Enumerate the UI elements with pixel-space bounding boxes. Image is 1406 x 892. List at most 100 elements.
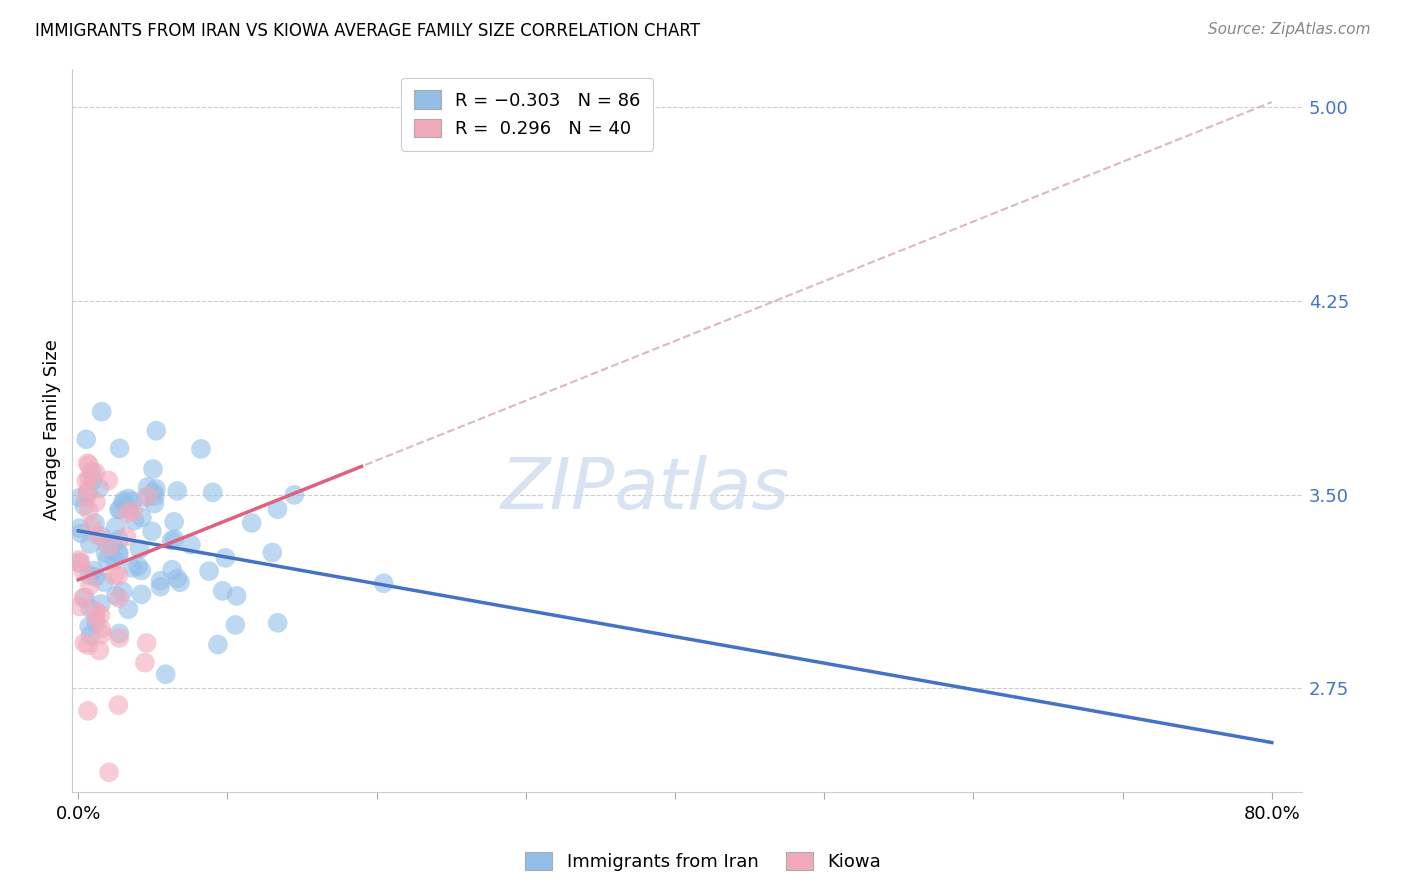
Point [121, 561, 143, 575]
Point [136, 480, 159, 494]
Point [108, 442, 131, 456]
Point [143, 496, 166, 510]
Point [128, 542, 150, 557]
Point [160, 563, 183, 577]
Point [214, 550, 236, 565]
Point [131, 587, 153, 601]
Point [373, 576, 395, 591]
Point [117, 506, 139, 520]
Point [262, 545, 284, 559]
Point [127, 559, 149, 574]
Text: ZIPatlas: ZIPatlas [501, 455, 790, 524]
Point [141, 524, 163, 539]
Point [225, 589, 247, 603]
Point [75, 474, 97, 488]
Point [104, 589, 127, 603]
Point [169, 575, 191, 590]
Point [73, 499, 96, 513]
Point [117, 491, 139, 506]
Point [211, 583, 233, 598]
Point [104, 553, 127, 567]
Point [72, 564, 94, 578]
Point [90, 622, 112, 636]
Point [180, 538, 202, 552]
Point [96, 537, 118, 551]
Point [69, 555, 91, 569]
Point [142, 462, 165, 476]
Point [80, 519, 103, 533]
Point [240, 516, 263, 530]
Point [166, 571, 188, 585]
Point [96, 552, 118, 566]
Point [69, 491, 91, 505]
Point [131, 510, 153, 524]
Point [134, 656, 156, 670]
Point [122, 504, 145, 518]
Point [163, 515, 186, 529]
Point [77, 503, 100, 517]
Point [266, 615, 288, 630]
Text: IMMIGRANTS FROM IRAN VS KIOWA AVERAGE FAMILY SIZE CORRELATION CHART: IMMIGRANTS FROM IRAN VS KIOWA AVERAGE FA… [35, 22, 700, 40]
Legend: Immigrants from Iran, Kiowa: Immigrants from Iran, Kiowa [517, 845, 889, 879]
Point [163, 532, 186, 546]
Point [131, 564, 153, 578]
Point [107, 533, 129, 547]
Point [283, 488, 305, 502]
Point [76, 483, 98, 498]
Point [90, 627, 112, 641]
Point [82, 564, 104, 578]
Point [97, 474, 120, 488]
Point [135, 636, 157, 650]
Point [79, 579, 101, 593]
Point [117, 602, 139, 616]
Point [160, 533, 183, 548]
Point [108, 626, 131, 640]
Point [69, 556, 91, 570]
Point [155, 667, 177, 681]
Point [84, 610, 107, 624]
Point [82, 474, 104, 488]
Point [77, 485, 100, 500]
Point [73, 636, 96, 650]
Point [90, 405, 112, 419]
Point [73, 591, 96, 605]
Point [98, 765, 121, 780]
Point [190, 442, 212, 456]
Point [104, 520, 127, 534]
Point [79, 537, 101, 551]
Point [207, 638, 229, 652]
Point [69, 599, 91, 614]
Point [90, 607, 112, 622]
Point [112, 493, 135, 508]
Point [84, 466, 107, 480]
Point [224, 618, 246, 632]
Point [145, 424, 167, 438]
Point [84, 495, 107, 509]
Point [121, 494, 143, 508]
Point [118, 501, 141, 516]
Point [135, 491, 157, 505]
Point [76, 456, 98, 470]
Point [84, 516, 107, 530]
Point [198, 564, 221, 578]
Point [79, 628, 101, 642]
Point [104, 568, 127, 582]
Point [84, 616, 107, 631]
Point [111, 584, 134, 599]
Legend: R = −0.303   N = 86, R =  0.296   N = 40: R = −0.303 N = 86, R = 0.296 N = 40 [401, 78, 654, 151]
Point [166, 483, 188, 498]
Point [112, 496, 135, 510]
Point [77, 470, 100, 484]
Point [115, 530, 138, 544]
Point [94, 546, 117, 560]
Point [98, 540, 121, 554]
Point [108, 546, 131, 560]
Point [90, 529, 112, 543]
Point [108, 591, 131, 605]
Point [108, 631, 131, 645]
Point [149, 574, 172, 588]
Point [142, 485, 165, 500]
Point [89, 643, 111, 657]
Point [79, 601, 101, 615]
Text: Source: ZipAtlas.com: Source: ZipAtlas.com [1208, 22, 1371, 37]
